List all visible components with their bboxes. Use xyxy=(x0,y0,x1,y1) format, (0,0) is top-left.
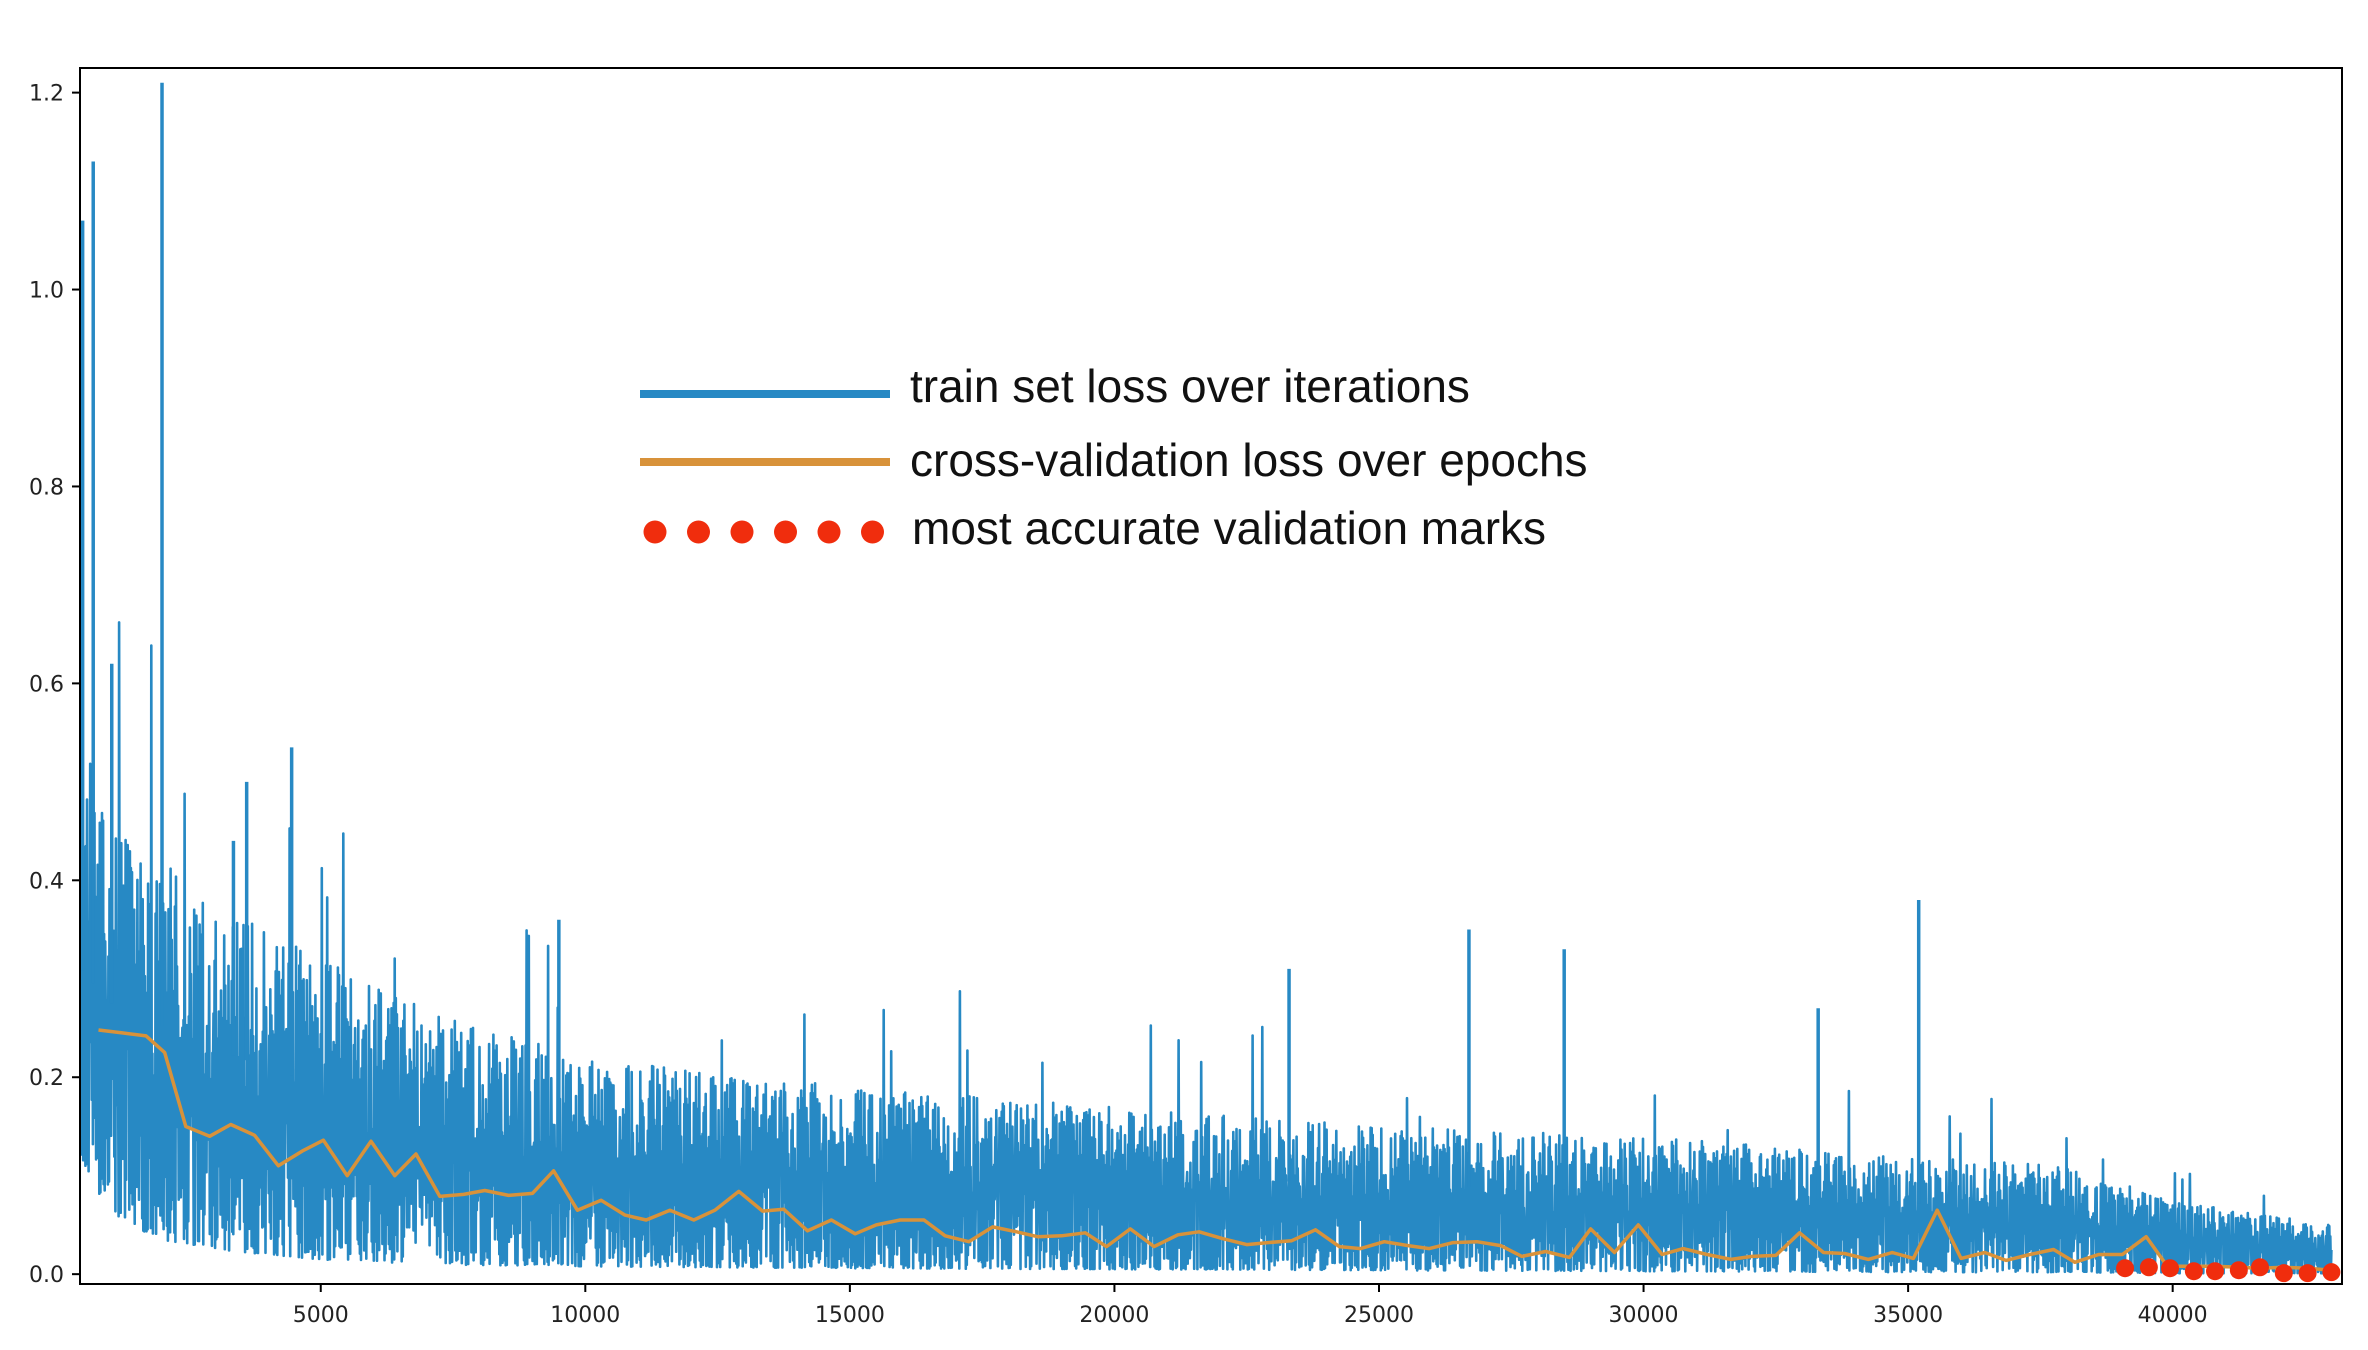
best-validation-mark xyxy=(2116,1259,2135,1278)
x-tick-label: 35000 xyxy=(1873,1303,1943,1328)
best-validation-mark xyxy=(2229,1261,2248,1280)
validation-loss-line xyxy=(98,1028,2332,1272)
best-validation-mark xyxy=(2298,1264,2317,1283)
legend-marks-swatch xyxy=(643,520,884,544)
best-validation-mark xyxy=(2274,1264,2293,1283)
best-validation-mark xyxy=(2206,1262,2225,1281)
x-tick-label: 15000 xyxy=(815,1303,885,1328)
legend-mark-dot xyxy=(643,520,667,544)
x-tick-label: 10000 xyxy=(550,1303,620,1328)
train-loss-line xyxy=(80,621,2333,1275)
legend-train-label: train set loss over iterations xyxy=(910,360,1470,412)
y-tick-label: 0.2 xyxy=(29,1066,64,1091)
x-tick-label: 40000 xyxy=(2138,1303,2208,1328)
legend-mark-dot xyxy=(730,520,754,544)
legend-mark-dot xyxy=(774,520,797,544)
axes-layer: 5000 10000 15000 20000 25000 30000 35000 40000 0… xyxy=(29,67,2343,1328)
legend-marks-label: most accurate validation marks xyxy=(912,502,1546,554)
best-validation-mark xyxy=(2161,1259,2180,1278)
y-tick-label: 1.0 xyxy=(29,279,64,304)
legend-mark-dot xyxy=(861,520,884,544)
legend-mark-dot xyxy=(817,520,841,544)
y-tick-label: 0.8 xyxy=(29,475,64,500)
x-tick-label: 30000 xyxy=(1609,1303,1679,1328)
legend-mark-dot xyxy=(687,520,710,544)
y-tick-label: 0.4 xyxy=(29,869,64,894)
y-tick-label: 1.2 xyxy=(29,82,64,107)
legend-val-label: cross-validation loss over epochs xyxy=(910,434,1588,486)
best-validation-mark xyxy=(2184,1262,2203,1281)
x-tick-label: 5000 xyxy=(293,1303,349,1328)
y-tick-label: 0.6 xyxy=(29,672,64,697)
plot-area xyxy=(80,82,2341,1283)
best-validation-mark xyxy=(2250,1258,2269,1277)
x-tick-label: 20000 xyxy=(1079,1303,1149,1328)
best-validation-mark xyxy=(2139,1258,2158,1277)
axes-frame xyxy=(79,67,2343,1285)
legend: train set loss over iterations cross-val… xyxy=(640,360,1588,554)
x-tick-label: 25000 xyxy=(1344,1303,1414,1328)
y-tick-label: 0.0 xyxy=(29,1263,64,1288)
best-validation-mark xyxy=(2322,1263,2341,1282)
